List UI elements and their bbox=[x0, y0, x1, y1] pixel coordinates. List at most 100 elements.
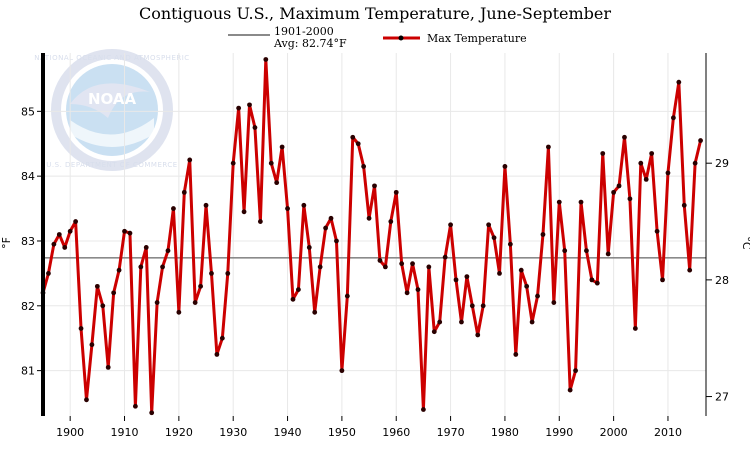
data-point bbox=[578, 199, 584, 205]
x-tick-label: 1920 bbox=[165, 426, 193, 439]
data-point bbox=[149, 410, 155, 416]
data-point bbox=[257, 219, 263, 224]
y-tick-label-left: 84 bbox=[21, 170, 35, 183]
data-point bbox=[344, 293, 350, 299]
data-point bbox=[355, 141, 361, 147]
data-point bbox=[546, 144, 551, 150]
data-point bbox=[78, 326, 84, 331]
data-point bbox=[181, 189, 187, 195]
y-tick-label-left: 81 bbox=[21, 365, 35, 378]
data-point bbox=[627, 196, 633, 202]
legend-series-marker bbox=[398, 35, 404, 41]
data-point bbox=[274, 180, 280, 186]
x-tick-label: 1900 bbox=[56, 426, 84, 439]
data-point bbox=[268, 160, 274, 166]
data-point bbox=[209, 270, 214, 276]
data-point bbox=[573, 368, 578, 374]
data-point bbox=[361, 164, 367, 169]
y-axis-label-right: °C bbox=[740, 236, 750, 250]
data-point bbox=[513, 352, 519, 357]
data-point bbox=[524, 283, 530, 289]
data-point bbox=[469, 303, 475, 309]
data-point bbox=[252, 125, 258, 130]
noaa-logo: NOAA NATIONAL OCEANIC AND ATMOSPHERIC U.… bbox=[34, 49, 189, 171]
data-point bbox=[632, 326, 638, 331]
data-point bbox=[187, 157, 193, 163]
data-point bbox=[219, 335, 225, 341]
data-point bbox=[399, 261, 405, 267]
data-point bbox=[426, 264, 432, 270]
data-point bbox=[236, 105, 242, 111]
data-point bbox=[165, 248, 171, 254]
svg-text:NOAA: NOAA bbox=[88, 90, 137, 108]
ticks: 1900 1910 1920 1930 1940 1950 1960 1970 1980 1990… bbox=[21, 105, 729, 439]
data-point bbox=[665, 170, 671, 176]
x-tick-label: 1970 bbox=[437, 426, 465, 439]
data-point bbox=[73, 219, 79, 224]
data-point bbox=[127, 230, 133, 236]
data-point bbox=[670, 115, 676, 121]
data-point bbox=[46, 270, 51, 276]
data-point bbox=[681, 202, 687, 208]
x-tick-label: 1930 bbox=[219, 426, 247, 439]
data-point bbox=[350, 134, 356, 140]
data-point bbox=[51, 241, 57, 247]
data-point bbox=[611, 189, 617, 195]
data-point bbox=[518, 267, 524, 273]
legend: 1901-2000 Avg: 82.74°F Max Temperature bbox=[228, 25, 527, 50]
data-point bbox=[453, 277, 459, 283]
data-point bbox=[203, 202, 209, 208]
data-point bbox=[388, 219, 394, 224]
x-tick-label: 1980 bbox=[491, 426, 519, 439]
x-tick-label: 2000 bbox=[600, 426, 628, 439]
data-point bbox=[567, 387, 573, 393]
data-point bbox=[535, 293, 540, 299]
data-point bbox=[448, 222, 453, 228]
data-point bbox=[687, 267, 693, 273]
svg-text:U.S. DEPARTMENT OF COMMERCE: U.S. DEPARTMENT OF COMMERCE bbox=[46, 161, 177, 169]
data-point bbox=[143, 245, 149, 250]
svg-text:NATIONAL OCEANIC AND ATMOSPHER: NATIONAL OCEANIC AND ATMOSPHERIC bbox=[34, 54, 189, 62]
data-point bbox=[230, 160, 236, 166]
data-point bbox=[584, 248, 589, 254]
data-point bbox=[464, 274, 470, 280]
data-point bbox=[67, 228, 73, 234]
data-point bbox=[442, 254, 448, 260]
data-point bbox=[589, 277, 595, 283]
data-point bbox=[116, 267, 122, 273]
y-axis-label-left: °F bbox=[0, 237, 13, 249]
data-point bbox=[556, 199, 562, 205]
data-point bbox=[692, 160, 698, 166]
data-point bbox=[290, 296, 296, 302]
data-point bbox=[475, 332, 481, 338]
y-tick-label-left: 83 bbox=[21, 235, 35, 248]
data-point bbox=[459, 319, 464, 325]
data-point bbox=[676, 79, 682, 85]
data-point bbox=[551, 300, 557, 305]
legend-series-label: Max Temperature bbox=[427, 32, 527, 45]
x-tick-label: 1910 bbox=[111, 426, 139, 439]
data-point bbox=[643, 177, 649, 182]
data-point bbox=[225, 270, 231, 276]
data-point bbox=[497, 270, 502, 276]
x-tick-label: 1940 bbox=[274, 426, 302, 439]
data-point bbox=[415, 287, 421, 292]
data-point bbox=[382, 264, 388, 270]
data-point bbox=[100, 303, 106, 309]
data-point bbox=[198, 283, 204, 289]
data-point bbox=[263, 57, 269, 62]
data-point bbox=[616, 183, 622, 189]
data-point bbox=[562, 248, 568, 254]
series-line bbox=[41, 57, 703, 415]
data-point bbox=[507, 241, 513, 247]
legend-baseline-label: 1901-2000 bbox=[274, 25, 334, 38]
axes: °F °C bbox=[0, 53, 750, 416]
data-point bbox=[529, 319, 535, 325]
data-point bbox=[192, 300, 198, 305]
y-tick-label-left: 85 bbox=[21, 105, 35, 118]
data-point bbox=[491, 235, 497, 241]
data-point bbox=[540, 232, 546, 237]
data-point bbox=[132, 403, 138, 409]
x-tick-label: 1950 bbox=[328, 426, 356, 439]
data-point bbox=[285, 206, 290, 211]
